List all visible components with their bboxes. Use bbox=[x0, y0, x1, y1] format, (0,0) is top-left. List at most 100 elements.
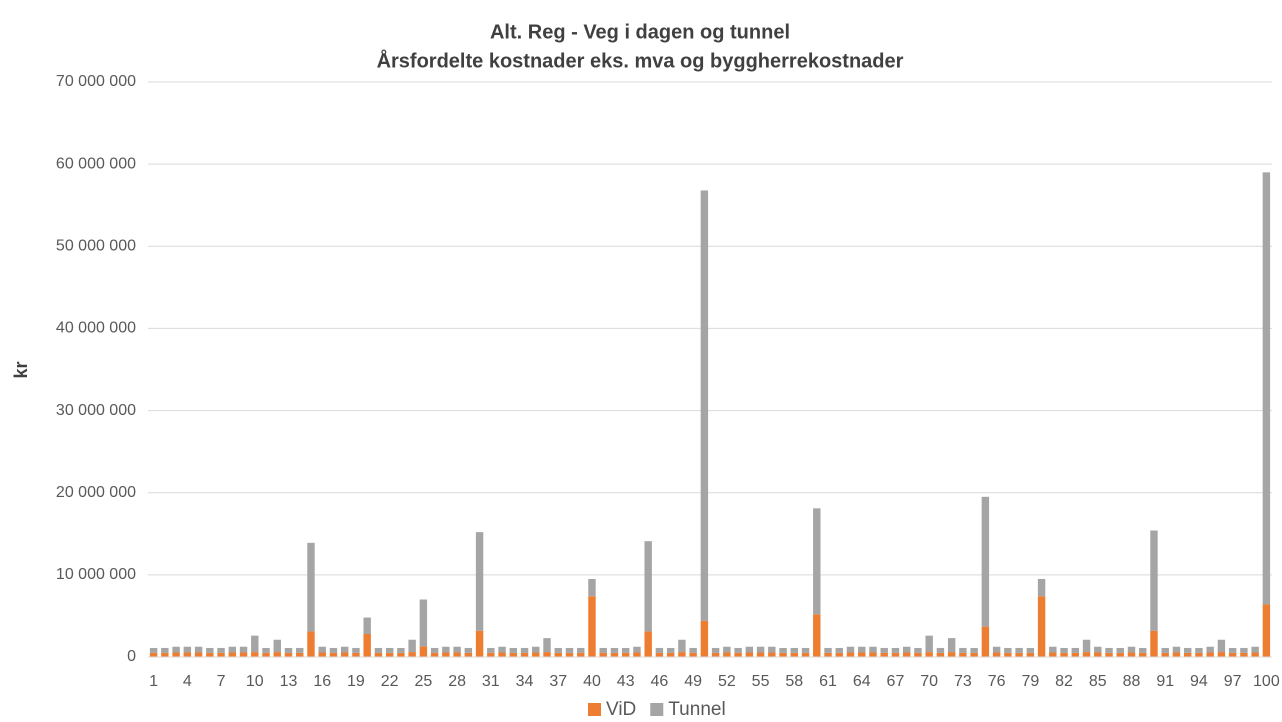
bar-segment bbox=[251, 652, 259, 657]
bar-segment bbox=[161, 647, 169, 653]
bar-segment bbox=[228, 646, 237, 653]
bar-segment bbox=[914, 652, 922, 657]
bar-segment bbox=[599, 652, 607, 657]
bar-segment bbox=[464, 652, 473, 657]
bar-segment bbox=[1217, 652, 1226, 657]
bar-segment bbox=[1217, 639, 1226, 653]
bar-segment bbox=[779, 647, 787, 653]
bar-segment bbox=[981, 626, 990, 657]
bar-segment bbox=[520, 652, 529, 657]
bar-segment bbox=[700, 620, 709, 657]
bar-segment bbox=[385, 652, 394, 657]
bar-segment bbox=[1004, 652, 1012, 657]
bar-segment bbox=[284, 652, 293, 657]
x-tick-label: 70 bbox=[920, 673, 938, 690]
bar-segment bbox=[891, 647, 900, 653]
bar-segment bbox=[1183, 652, 1192, 657]
bar-segment bbox=[1049, 652, 1057, 657]
x-tick-label: 100 bbox=[1253, 673, 1280, 690]
bar-segment bbox=[756, 646, 765, 653]
bar-segment bbox=[992, 652, 1001, 657]
bar-segment bbox=[239, 646, 248, 653]
bar-segment bbox=[925, 652, 933, 657]
bar-segment bbox=[1116, 647, 1124, 653]
x-tick-label: 1 bbox=[149, 673, 158, 690]
bar-segment bbox=[734, 647, 742, 653]
bar-segment bbox=[419, 646, 428, 657]
bar-segment bbox=[1026, 647, 1035, 653]
bar-segment bbox=[835, 652, 843, 657]
bar-segment bbox=[217, 647, 225, 653]
bar-segment bbox=[947, 652, 956, 657]
x-tick-label: 40 bbox=[583, 673, 601, 690]
x-tick-label: 91 bbox=[1156, 673, 1174, 690]
y-tick-label: 10 000 000 bbox=[56, 566, 136, 583]
bar-segment bbox=[992, 646, 1001, 653]
bar-segment bbox=[284, 647, 293, 653]
bar-segment bbox=[397, 652, 405, 657]
legend-swatch bbox=[650, 703, 664, 716]
y-tick-label: 0 bbox=[127, 648, 136, 665]
bar-segment bbox=[149, 647, 158, 653]
bar-segment bbox=[633, 652, 641, 657]
bar-segment bbox=[363, 617, 371, 634]
x-tick-label: 37 bbox=[549, 673, 567, 690]
x-tick-label: 97 bbox=[1224, 673, 1242, 690]
bar-segment bbox=[194, 646, 203, 653]
bar-segment bbox=[947, 638, 956, 653]
bar-segment bbox=[621, 647, 630, 653]
y-tick-label: 20 000 000 bbox=[56, 484, 136, 501]
bar-segment bbox=[858, 652, 866, 657]
bar-segment bbox=[723, 646, 731, 653]
bar-segment bbox=[846, 646, 855, 653]
bar-segment bbox=[408, 639, 416, 653]
x-tick-label: 73 bbox=[954, 673, 972, 690]
bar-segment bbox=[509, 652, 518, 657]
bar-segment bbox=[262, 652, 270, 657]
bar-segment bbox=[1139, 647, 1147, 653]
bar-segment bbox=[711, 647, 720, 653]
bar-segment bbox=[273, 639, 281, 653]
bar-segment bbox=[723, 652, 731, 657]
chart-title: Alt. Reg - Veg i dagen og tunnel bbox=[490, 21, 790, 43]
bar-segment bbox=[1240, 647, 1248, 653]
bar-segment bbox=[655, 647, 664, 653]
bar-segment bbox=[1228, 647, 1237, 653]
bar-segment bbox=[1195, 647, 1203, 653]
x-tick-label: 88 bbox=[1123, 673, 1141, 690]
bar-segment bbox=[1150, 530, 1158, 631]
bar-segment bbox=[1082, 639, 1091, 653]
bar-segment bbox=[633, 646, 641, 653]
bar-segment bbox=[453, 652, 461, 657]
bar-segment bbox=[554, 647, 562, 653]
bar-segment bbox=[1094, 646, 1102, 653]
x-tick-label: 16 bbox=[313, 673, 331, 690]
x-tick-label: 22 bbox=[381, 673, 399, 690]
bar-segment bbox=[442, 646, 450, 653]
bar-segment bbox=[655, 652, 664, 657]
bar-segment bbox=[689, 652, 697, 657]
bar-segment bbox=[363, 634, 371, 657]
bar-segment bbox=[1161, 652, 1169, 657]
x-tick-label: 4 bbox=[183, 673, 192, 690]
x-tick-label: 64 bbox=[853, 673, 871, 690]
bar-segment bbox=[959, 652, 967, 657]
bar-segment bbox=[1015, 652, 1023, 657]
bar-segment bbox=[318, 652, 326, 657]
x-tick-label: 52 bbox=[718, 673, 736, 690]
bar-segment bbox=[858, 646, 866, 653]
bar-segment bbox=[1071, 652, 1080, 657]
bar-segment bbox=[318, 646, 326, 653]
bar-segment bbox=[801, 647, 810, 653]
bar-segment bbox=[172, 652, 180, 657]
bar-segment bbox=[565, 652, 574, 657]
x-tick-label: 76 bbox=[988, 673, 1006, 690]
bar-segment bbox=[1240, 652, 1248, 657]
bar-segment bbox=[307, 542, 315, 632]
bar-segment bbox=[498, 646, 506, 653]
legend-label: Tunnel bbox=[668, 699, 725, 720]
legend-swatch bbox=[588, 703, 601, 716]
bar-segment bbox=[1049, 646, 1057, 653]
x-tick-label: 46 bbox=[651, 673, 669, 690]
bar-segment bbox=[577, 647, 585, 653]
